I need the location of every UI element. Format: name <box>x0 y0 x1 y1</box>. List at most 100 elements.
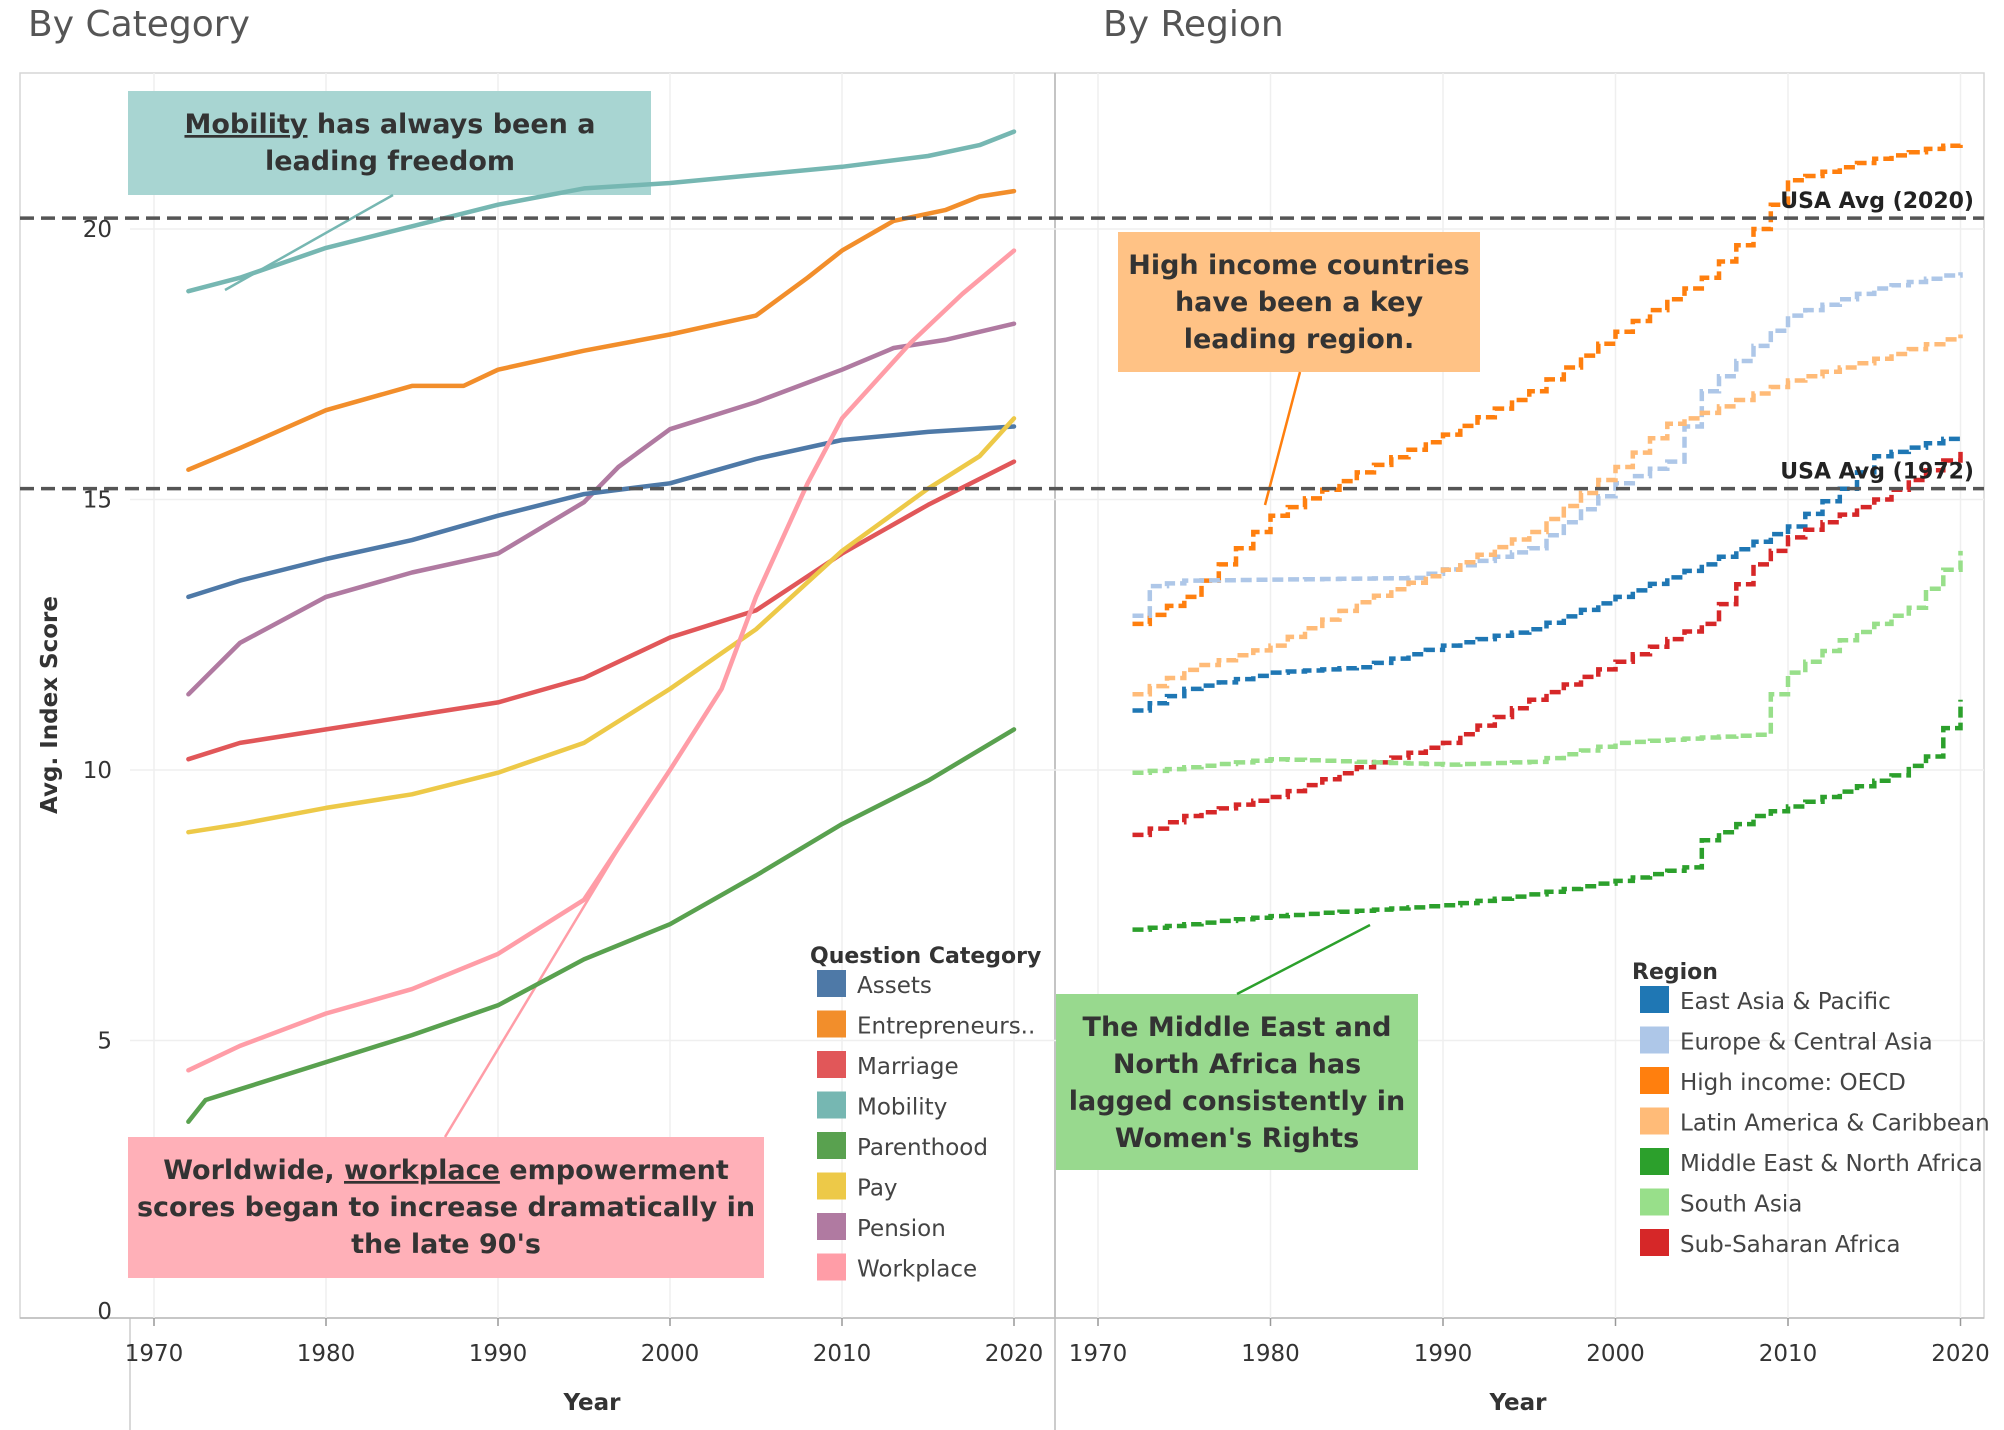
legend-swatch-south-asia[interactable] <box>1640 1188 1669 1216</box>
series-line-sub-saharan-africa[interactable] <box>1132 450 1963 838</box>
legend-label-pay[interactable]: Pay <box>857 1176 898 1202</box>
legend-label-middle-east-north-africa[interactable]: Middle East & North Africa <box>1680 1151 1983 1177</box>
high-income-annotation-pointer <box>1263 371 1302 506</box>
legend-swatch-pay[interactable] <box>817 1172 846 1200</box>
high-income-annotation-line1: High income countries <box>1128 250 1470 281</box>
mobility-annotation-keyword: Mobility <box>184 109 307 140</box>
mobility-annotation-line1-rest: has always been a <box>308 109 596 140</box>
legend-swatch-east-asia-pacific[interactable] <box>1640 986 1669 1013</box>
x-tick-label: 1980 <box>297 1341 356 1367</box>
workplace-annotation-keyword: workplace <box>344 1155 500 1186</box>
high-income-annotation-line3: leading region. <box>1184 324 1415 355</box>
reference-line-label: USA Avg (1972) <box>1780 460 1974 485</box>
category-legend[interactable]: Question Category Assets Entrepreneurs.. M… <box>810 944 1041 1283</box>
mena-annotation-pointer <box>1236 923 1371 996</box>
workplace-annotation-box <box>128 1137 764 1278</box>
mena-annotation-line2: North Africa has <box>1113 1049 1361 1080</box>
category-series-lines <box>186 129 1017 1124</box>
legend-swatch-parenthood[interactable] <box>817 1132 846 1159</box>
series-line-pay[interactable] <box>186 416 1017 835</box>
series-line-high-income-oecd[interactable] <box>1132 142 1963 627</box>
legend-swatch-workplace[interactable] <box>817 1253 846 1281</box>
right-panel-title: By Region <box>1103 4 1284 45</box>
x-tick-label: 2020 <box>1931 1341 1990 1367</box>
legend-label-south-asia[interactable]: South Asia <box>1680 1192 1802 1218</box>
series-line-marriage[interactable] <box>186 459 1017 762</box>
legend-label-east-asia-pacific[interactable]: East Asia & Pacific <box>1680 989 1891 1015</box>
workplace-annotation-line2: scores began to increase dramatically in <box>137 1192 755 1223</box>
legend-label-workplace[interactable]: Workplace <box>857 1257 977 1283</box>
mobility-annotation-line2: leading freedom <box>265 146 515 177</box>
legend-swatch-entrepreneurship[interactable] <box>817 1010 846 1038</box>
x-axis-right: 1970 1980 1990 2000 2010 2020 <box>1069 1318 1990 1367</box>
series-line-latin-america-caribbean[interactable] <box>1132 334 1963 697</box>
x-axis-left: 1970 1980 1990 2000 2010 2020 <box>125 1318 1044 1367</box>
y-tick-label: 0 <box>97 1299 112 1325</box>
region-legend[interactable]: Region East Asia & Pacific Europe & Centr… <box>1632 960 1990 1258</box>
series-line-parenthood[interactable] <box>186 727 1017 1124</box>
x-tick-label: 1970 <box>125 1341 184 1367</box>
series-line-assets[interactable] <box>186 424 1017 600</box>
x-tick-label: 2000 <box>1586 1341 1645 1367</box>
region-legend-title: Region <box>1632 960 1718 985</box>
legend-label-entrepreneurship[interactable]: Entrepreneurs.. <box>857 1014 1035 1040</box>
high-income-annotation-line2: have been a key <box>1175 287 1423 318</box>
series-line-workplace[interactable] <box>186 248 1017 1073</box>
workplace-annotation-prefix: Worldwide, <box>163 1155 344 1186</box>
high-income-annotation-box <box>1118 232 1480 372</box>
series-line-entrepreneurship[interactable] <box>186 188 1017 472</box>
legend-swatch-latin-america-caribbean[interactable] <box>1640 1107 1669 1135</box>
x-axis-label-right: Year <box>1488 1390 1547 1416</box>
series-line-pension[interactable] <box>186 321 1017 697</box>
x-tick-label: 2000 <box>641 1341 700 1367</box>
x-tick-label: 2010 <box>1759 1341 1818 1367</box>
x-tick-label: 1970 <box>1069 1341 1128 1367</box>
x-tick-label: 2010 <box>813 1341 872 1367</box>
left-panel-frame <box>19 72 1056 1319</box>
legend-label-sub-saharan-africa[interactable]: Sub-Saharan Africa <box>1680 1232 1900 1258</box>
x-tick-label: 2020 <box>985 1341 1044 1367</box>
region-series-lines <box>1132 142 1963 932</box>
legend-swatch-sub-saharan-africa[interactable] <box>1640 1229 1669 1256</box>
legend-label-high-income-oecd[interactable]: High income: OECD <box>1680 1070 1906 1096</box>
workplace-annotation-line1: Worldwide, workplace empowerment <box>163 1155 729 1186</box>
workplace-annotation-line3: the late 90's <box>351 1229 541 1260</box>
legend-swatch-middle-east-north-africa[interactable] <box>1640 1148 1669 1175</box>
category-legend-title: Question Category <box>810 944 1041 969</box>
x-tick-label: 1990 <box>469 1341 528 1367</box>
legend-label-pension[interactable]: Pension <box>857 1216 946 1242</box>
workplace-annotation-pointer <box>443 849 620 1138</box>
legend-swatch-mobility[interactable] <box>817 1091 846 1119</box>
x-tick-label: 1980 <box>1241 1341 1300 1367</box>
series-line-mobility[interactable] <box>186 129 1017 294</box>
series-line-east-asia-pacific[interactable] <box>1132 434 1963 713</box>
x-tick-label: 1990 <box>1414 1341 1473 1367</box>
mena-annotation-line4: Women's Rights <box>1115 1123 1359 1154</box>
y-tick-label: 15 <box>83 488 112 514</box>
legend-label-marriage[interactable]: Marriage <box>857 1054 959 1080</box>
legend-swatch-europe-central-asia[interactable] <box>1640 1026 1669 1054</box>
y-tick-label: 10 <box>83 758 112 784</box>
legend-swatch-marriage[interactable] <box>817 1051 846 1078</box>
legend-label-assets[interactable]: Assets <box>857 973 932 999</box>
left-panel-title: By Category <box>28 4 250 45</box>
y-tick-label: 20 <box>83 217 112 243</box>
legend-label-latin-america-caribbean[interactable]: Latin America & Caribbean <box>1680 1111 1990 1137</box>
mobility-annotation-box <box>128 91 651 195</box>
y-axis: 0 5 10 15 20 <box>83 217 112 1325</box>
mena-annotation-line3: lagged consistently in <box>1069 1086 1405 1117</box>
legend-swatch-high-income-oecd[interactable] <box>1640 1067 1669 1094</box>
mobility-annotation-line1: Mobility has always been a <box>184 109 595 140</box>
legend-swatch-assets[interactable] <box>817 970 846 997</box>
legend-label-europe-central-asia[interactable]: Europe & Central Asia <box>1680 1030 1933 1056</box>
reference-lines: USA Avg (2020) USA Avg (1972) <box>20 189 1984 491</box>
series-line-south-asia[interactable] <box>1132 550 1963 775</box>
legend-swatch-pension[interactable] <box>817 1213 846 1240</box>
x-axis-label-left: Year <box>562 1390 621 1416</box>
reference-line-label: USA Avg (2020) <box>1780 189 1974 214</box>
legend-label-mobility[interactable]: Mobility <box>857 1095 947 1121</box>
legend-label-parenthood[interactable]: Parenthood <box>857 1135 988 1161</box>
series-line-middle-east-north-africa[interactable] <box>1132 699 1963 932</box>
series-line-europe-central-asia[interactable] <box>1132 272 1963 619</box>
